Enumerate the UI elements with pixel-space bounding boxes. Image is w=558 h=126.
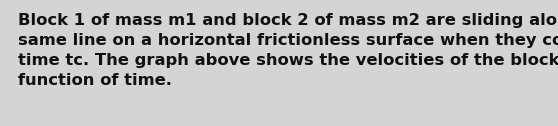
Text: Block 1 of mass m1 and block 2 of mass m2 are sliding along the
same line on a h: Block 1 of mass m1 and block 2 of mass m… [18, 13, 558, 88]
